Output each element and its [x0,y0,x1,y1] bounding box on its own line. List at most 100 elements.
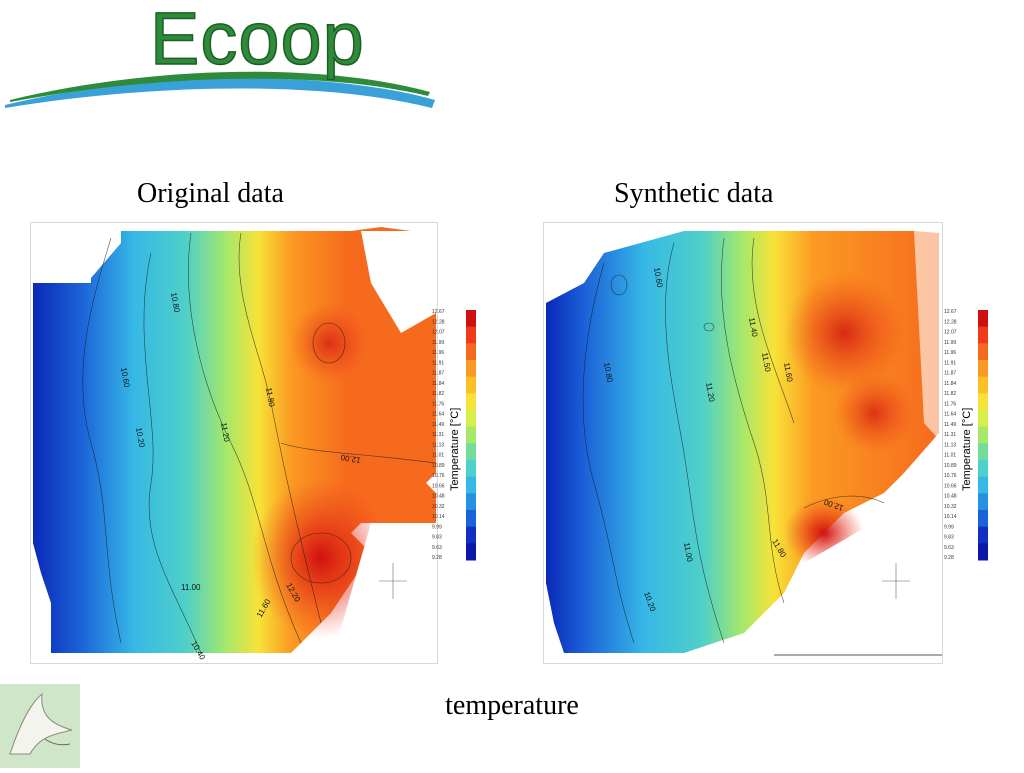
colorbar-tick-label: 10.89 [944,463,957,469]
contour-label: 12.00 [340,452,362,464]
colorbar-tick-label: 11.99 [432,340,444,346]
colorbar-tick-label: 11.49 [944,422,956,428]
colorbar-tick-label: 12.28 [432,319,445,325]
contour-label: 11.60 [782,362,794,383]
bird-logo [0,684,80,768]
colorbar-swatch [466,410,476,428]
colorbar-swatch [466,393,476,411]
north-arrow-icon [882,563,910,599]
colorbar-tick-label: 11.01 [944,453,956,459]
colorbar-swatch [466,443,476,461]
colorbar-tick-label: 11.82 [432,391,444,397]
contour-label: 10.80 [602,362,614,384]
colorbar-swatch [978,476,988,494]
colorbar-tick-label: 9.28 [944,555,954,561]
colorbar-swatch [978,326,988,344]
colorbar-tick-label: 9.63 [944,545,954,551]
colorbar-tick-label: 11.31 [944,432,956,438]
colorbar-swatch [466,326,476,344]
logo-swoosh [5,71,435,108]
colorbar-tick-label: 9.83 [432,535,442,541]
colorbar-tick-label: 10.48 [944,494,957,500]
colorbar-tick-label: 11.64 [432,412,444,418]
colorbar-swatch [978,310,988,328]
colorbar-tick-label: 12.07 [432,330,445,336]
colorbar-swatch [466,460,476,478]
ecoop-logo: Ecoop [0,0,440,130]
colorbar-tick-label: 10.76 [432,473,445,479]
colorbar-swatch [978,543,988,561]
colorbar-svg: 12.67 12.28 12.07 11.99 11.96 11.91 11.87 11.84… [432,309,476,561]
colorbar-title: Temperature [°C] [449,408,461,491]
colorbar-swatch [466,343,476,361]
colorbar-tick-label: 11.87 [432,371,444,377]
map-synthetic: 10.60 11.40 11.50 11.20 11.60 10.80 11.0… [543,222,943,664]
contour-label: 11.40 [747,317,759,338]
colorbar-swatch [466,493,476,511]
colorbar-tick-label: 11.84 [944,381,956,387]
colorbar-swatch [466,376,476,394]
colorbar-tick-label: 11.84 [432,381,444,387]
panel-title-original: Original data [137,178,284,209]
colorbar-swatch [978,493,988,511]
colorbar-title: Temperature [°C] [961,408,973,491]
colorbar-tick-label: 11.99 [944,340,956,346]
colorbar-tick-label: 11.96 [432,350,444,356]
colorbar-tick-label: 11.91 [432,360,444,366]
colorbar-tick-label: 9.99 [944,524,954,530]
heatmap-original: 10.80 10.60 10.20 11.00 11.20 11.80 12.0… [31,223,437,663]
colorbar-swatch [466,476,476,494]
contour-label: 11.20 [704,382,716,403]
colorbar-tick-label: 10.32 [944,504,957,510]
colorbar-swatch [978,443,988,461]
colorbar-tick-label: 10.66 [432,483,445,489]
colorbar-tick-label: 9.83 [944,535,954,541]
panel-title-synthetic: Synthetic data [614,178,774,209]
colorbar-tick-label: 10.14 [432,514,445,520]
colorbar-swatch [978,343,988,361]
colorbar-tick-label: 10.32 [432,504,445,510]
contour-label: 11.80 [264,387,276,408]
contour-label: 10.60 [652,267,664,289]
colorbar-swatch [466,510,476,528]
colorbar-tick-label: 11.64 [944,412,956,418]
colorbar-tick-label: 11.13 [944,442,956,448]
colorbar-original: 12.67 12.28 12.07 11.99 11.96 11.91 11.87 11.84… [430,306,492,566]
colorbar-swatch [466,526,476,544]
logo-text: Ecoop [149,0,365,81]
colorbar-tick-label: 10.89 [432,463,445,469]
contour-label: 11.00 [682,542,694,563]
colorbar-swatch [978,360,988,378]
colorbar-tick-label: 11.01 [432,453,444,459]
colorbar-tick-label: 12.67 [432,309,445,315]
colorbar-tick-label: 10.48 [432,494,445,500]
colorbar-tick-label: 11.96 [944,350,956,356]
figure-caption: temperature [445,690,579,721]
map-original: 10.80 10.60 10.20 11.00 11.20 11.80 12.0… [30,222,438,664]
colorbar-swatch [978,426,988,444]
colorbar-tick-label: 11.87 [944,371,956,377]
colorbar-swatch [466,543,476,561]
colorbar-swatch [978,376,988,394]
colorbar-tick-label: 11.76 [944,401,956,407]
colorbar-tick-label: 11.76 [432,401,444,407]
north-arrow-icon [379,563,407,599]
colorbar-synthetic: 12.67 12.28 12.07 11.99 11.96 11.91 11.87 11.84… [942,306,1004,566]
colorbar-tick-label: 11.91 [944,360,956,366]
colorbar-tick-label: 11.49 [432,422,444,428]
colorbar-swatch [978,410,988,428]
contour-label: 11.50 [760,352,772,373]
contour-label: 11.00 [181,583,201,592]
colorbar-swatch [466,426,476,444]
contour-label: 10.20 [134,427,146,449]
colorbar-svg: 12.67 12.28 12.07 11.99 11.96 11.91 11.87 11.84… [944,309,988,561]
contour-label: 11.20 [219,422,231,443]
colorbar-tick-label: 12.28 [944,319,957,325]
colorbar-tick-label: 11.82 [944,391,956,397]
contour-label: 10.80 [169,292,181,314]
heatmap-synthetic: 10.60 11.40 11.50 11.20 11.60 10.80 11.0… [544,223,942,663]
colorbar-tick-label: 11.31 [432,432,444,438]
colorbar-swatch [978,526,988,544]
contour-label: 10.60 [119,367,131,389]
colorbar-tick-label: 12.07 [944,330,957,336]
